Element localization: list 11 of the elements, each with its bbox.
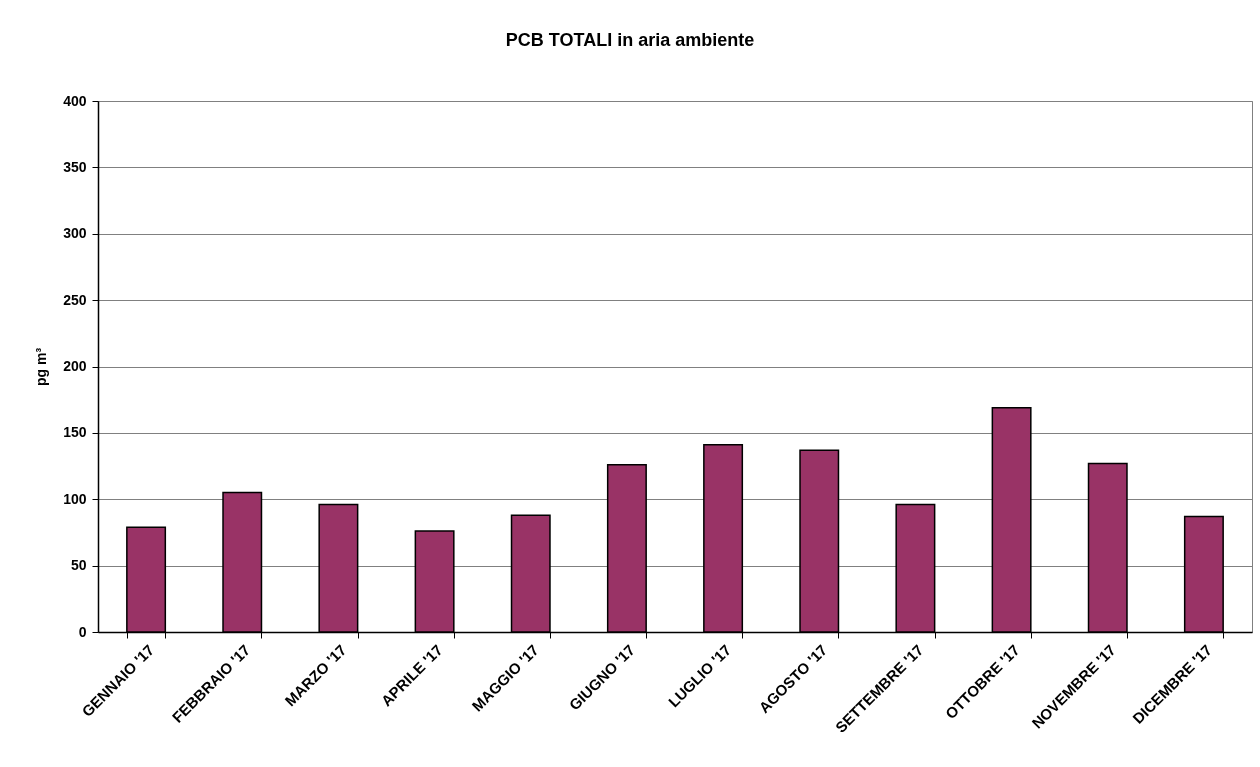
y-tick-label: 0 xyxy=(78,623,87,640)
y-tick-label: 100 xyxy=(63,490,87,507)
y-tick-label: 250 xyxy=(63,291,87,308)
y-tick-label: 200 xyxy=(63,358,87,374)
y-tick-label: 50 xyxy=(70,557,87,574)
y-tick-label: 400 xyxy=(63,92,87,109)
y-axis-title: pg m³ xyxy=(33,347,50,387)
chart-title: PCB TOTALI in aria ambiente xyxy=(505,30,755,50)
y-tick-label: 150 xyxy=(63,424,87,441)
y-tick-label: 300 xyxy=(63,225,87,242)
y-tick-label: 350 xyxy=(63,158,87,175)
